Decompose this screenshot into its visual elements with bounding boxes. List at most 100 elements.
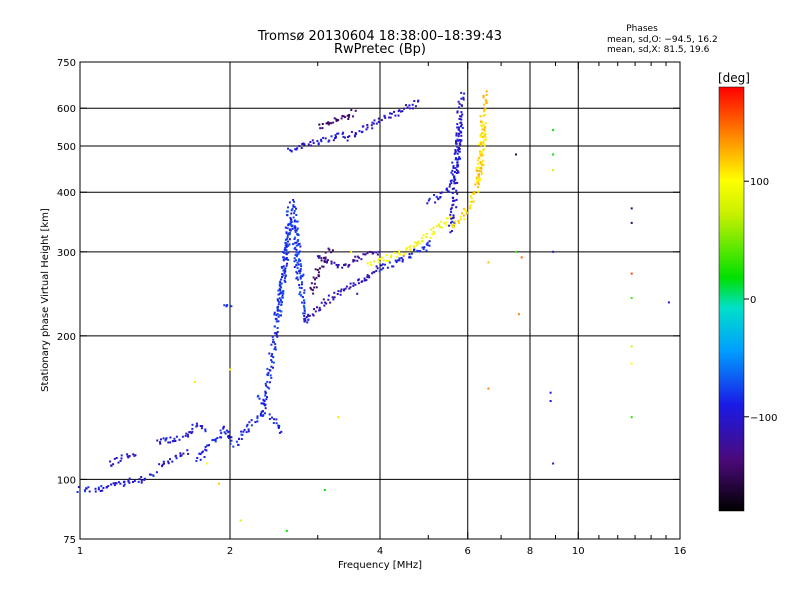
data-point bbox=[320, 259, 323, 262]
data-point bbox=[439, 225, 441, 228]
data-point bbox=[321, 123, 324, 125]
data-point bbox=[421, 240, 424, 243]
data-point bbox=[363, 277, 366, 280]
data-point bbox=[227, 431, 230, 434]
data-point bbox=[254, 421, 257, 424]
data-point bbox=[453, 152, 456, 155]
data-point bbox=[454, 167, 457, 170]
data-point bbox=[425, 249, 428, 252]
data-point bbox=[458, 139, 461, 141]
data-point bbox=[480, 142, 483, 145]
data-point bbox=[451, 220, 454, 223]
data-point bbox=[473, 192, 476, 195]
data-point bbox=[477, 166, 480, 169]
data-point bbox=[299, 245, 302, 248]
data-point bbox=[327, 121, 330, 124]
data-point bbox=[167, 460, 170, 463]
data-point bbox=[182, 452, 185, 455]
data-point bbox=[320, 140, 323, 143]
data-point bbox=[469, 205, 472, 208]
data-point bbox=[127, 480, 130, 483]
data-point bbox=[403, 107, 405, 110]
data-point bbox=[456, 192, 459, 195]
data-point bbox=[101, 489, 104, 492]
data-point bbox=[469, 200, 472, 203]
data-point bbox=[270, 355, 273, 357]
data-point bbox=[398, 257, 401, 260]
data-point bbox=[452, 203, 455, 206]
data-point bbox=[294, 236, 297, 239]
data-point bbox=[352, 282, 355, 285]
data-point bbox=[460, 134, 463, 137]
data-point bbox=[455, 189, 458, 192]
data-point bbox=[272, 361, 275, 364]
data-point bbox=[459, 140, 462, 143]
data-point bbox=[451, 192, 454, 194]
data-point bbox=[378, 250, 381, 253]
data-point bbox=[228, 437, 230, 439]
data-point bbox=[229, 442, 232, 445]
data-point bbox=[469, 204, 472, 206]
data-point bbox=[300, 265, 303, 268]
y-tick-label: 500 bbox=[57, 142, 76, 153]
data-point bbox=[264, 407, 267, 410]
data-point bbox=[480, 161, 483, 164]
data-point bbox=[304, 317, 307, 320]
data-point bbox=[179, 452, 182, 455]
data-point bbox=[455, 169, 458, 171]
data-point bbox=[222, 425, 225, 428]
data-point bbox=[323, 304, 326, 307]
data-point bbox=[238, 437, 240, 440]
data-point bbox=[187, 435, 190, 438]
data-point bbox=[352, 284, 355, 287]
data-point bbox=[245, 425, 248, 428]
data-point bbox=[295, 255, 298, 258]
data-point bbox=[330, 262, 333, 265]
data-point bbox=[260, 402, 263, 405]
data-point bbox=[310, 288, 313, 291]
data-point bbox=[271, 335, 274, 338]
data-point bbox=[287, 147, 289, 150]
data-point bbox=[347, 265, 350, 268]
data-point bbox=[191, 423, 194, 426]
data-point bbox=[457, 139, 460, 142]
data-point bbox=[165, 437, 168, 440]
data-point bbox=[270, 376, 273, 379]
data-point bbox=[333, 296, 336, 299]
axis-ticks bbox=[79, 61, 681, 540]
data-point bbox=[262, 413, 265, 416]
data-point bbox=[455, 142, 457, 145]
data-point bbox=[280, 300, 283, 303]
data-point bbox=[399, 253, 402, 256]
data-point bbox=[317, 275, 320, 278]
data-point bbox=[94, 487, 97, 490]
data-point bbox=[301, 275, 304, 278]
phase-box-title: Phases bbox=[626, 24, 658, 34]
data-point bbox=[322, 298, 325, 301]
data-point bbox=[460, 111, 463, 114]
y-tick-label: 200 bbox=[57, 332, 76, 343]
data-point bbox=[191, 427, 194, 430]
data-point bbox=[402, 253, 405, 256]
data-point bbox=[277, 424, 280, 427]
data-point bbox=[327, 123, 330, 126]
data-point bbox=[366, 124, 369, 126]
data-point bbox=[199, 453, 202, 456]
data-point bbox=[256, 395, 259, 398]
data-point bbox=[314, 310, 317, 313]
data-point bbox=[294, 219, 297, 222]
data-point bbox=[377, 121, 380, 123]
data-point bbox=[487, 261, 490, 264]
data-point bbox=[486, 100, 489, 103]
y-tick-label: 600 bbox=[57, 104, 76, 115]
data-point bbox=[451, 187, 454, 190]
data-point bbox=[278, 314, 281, 317]
data-point bbox=[485, 90, 488, 93]
data-point bbox=[481, 164, 484, 167]
data-point bbox=[102, 487, 105, 489]
data-point bbox=[380, 268, 383, 271]
data-point bbox=[453, 176, 456, 179]
data-point bbox=[229, 368, 231, 371]
data-point bbox=[265, 384, 268, 387]
data-point bbox=[460, 91, 463, 94]
